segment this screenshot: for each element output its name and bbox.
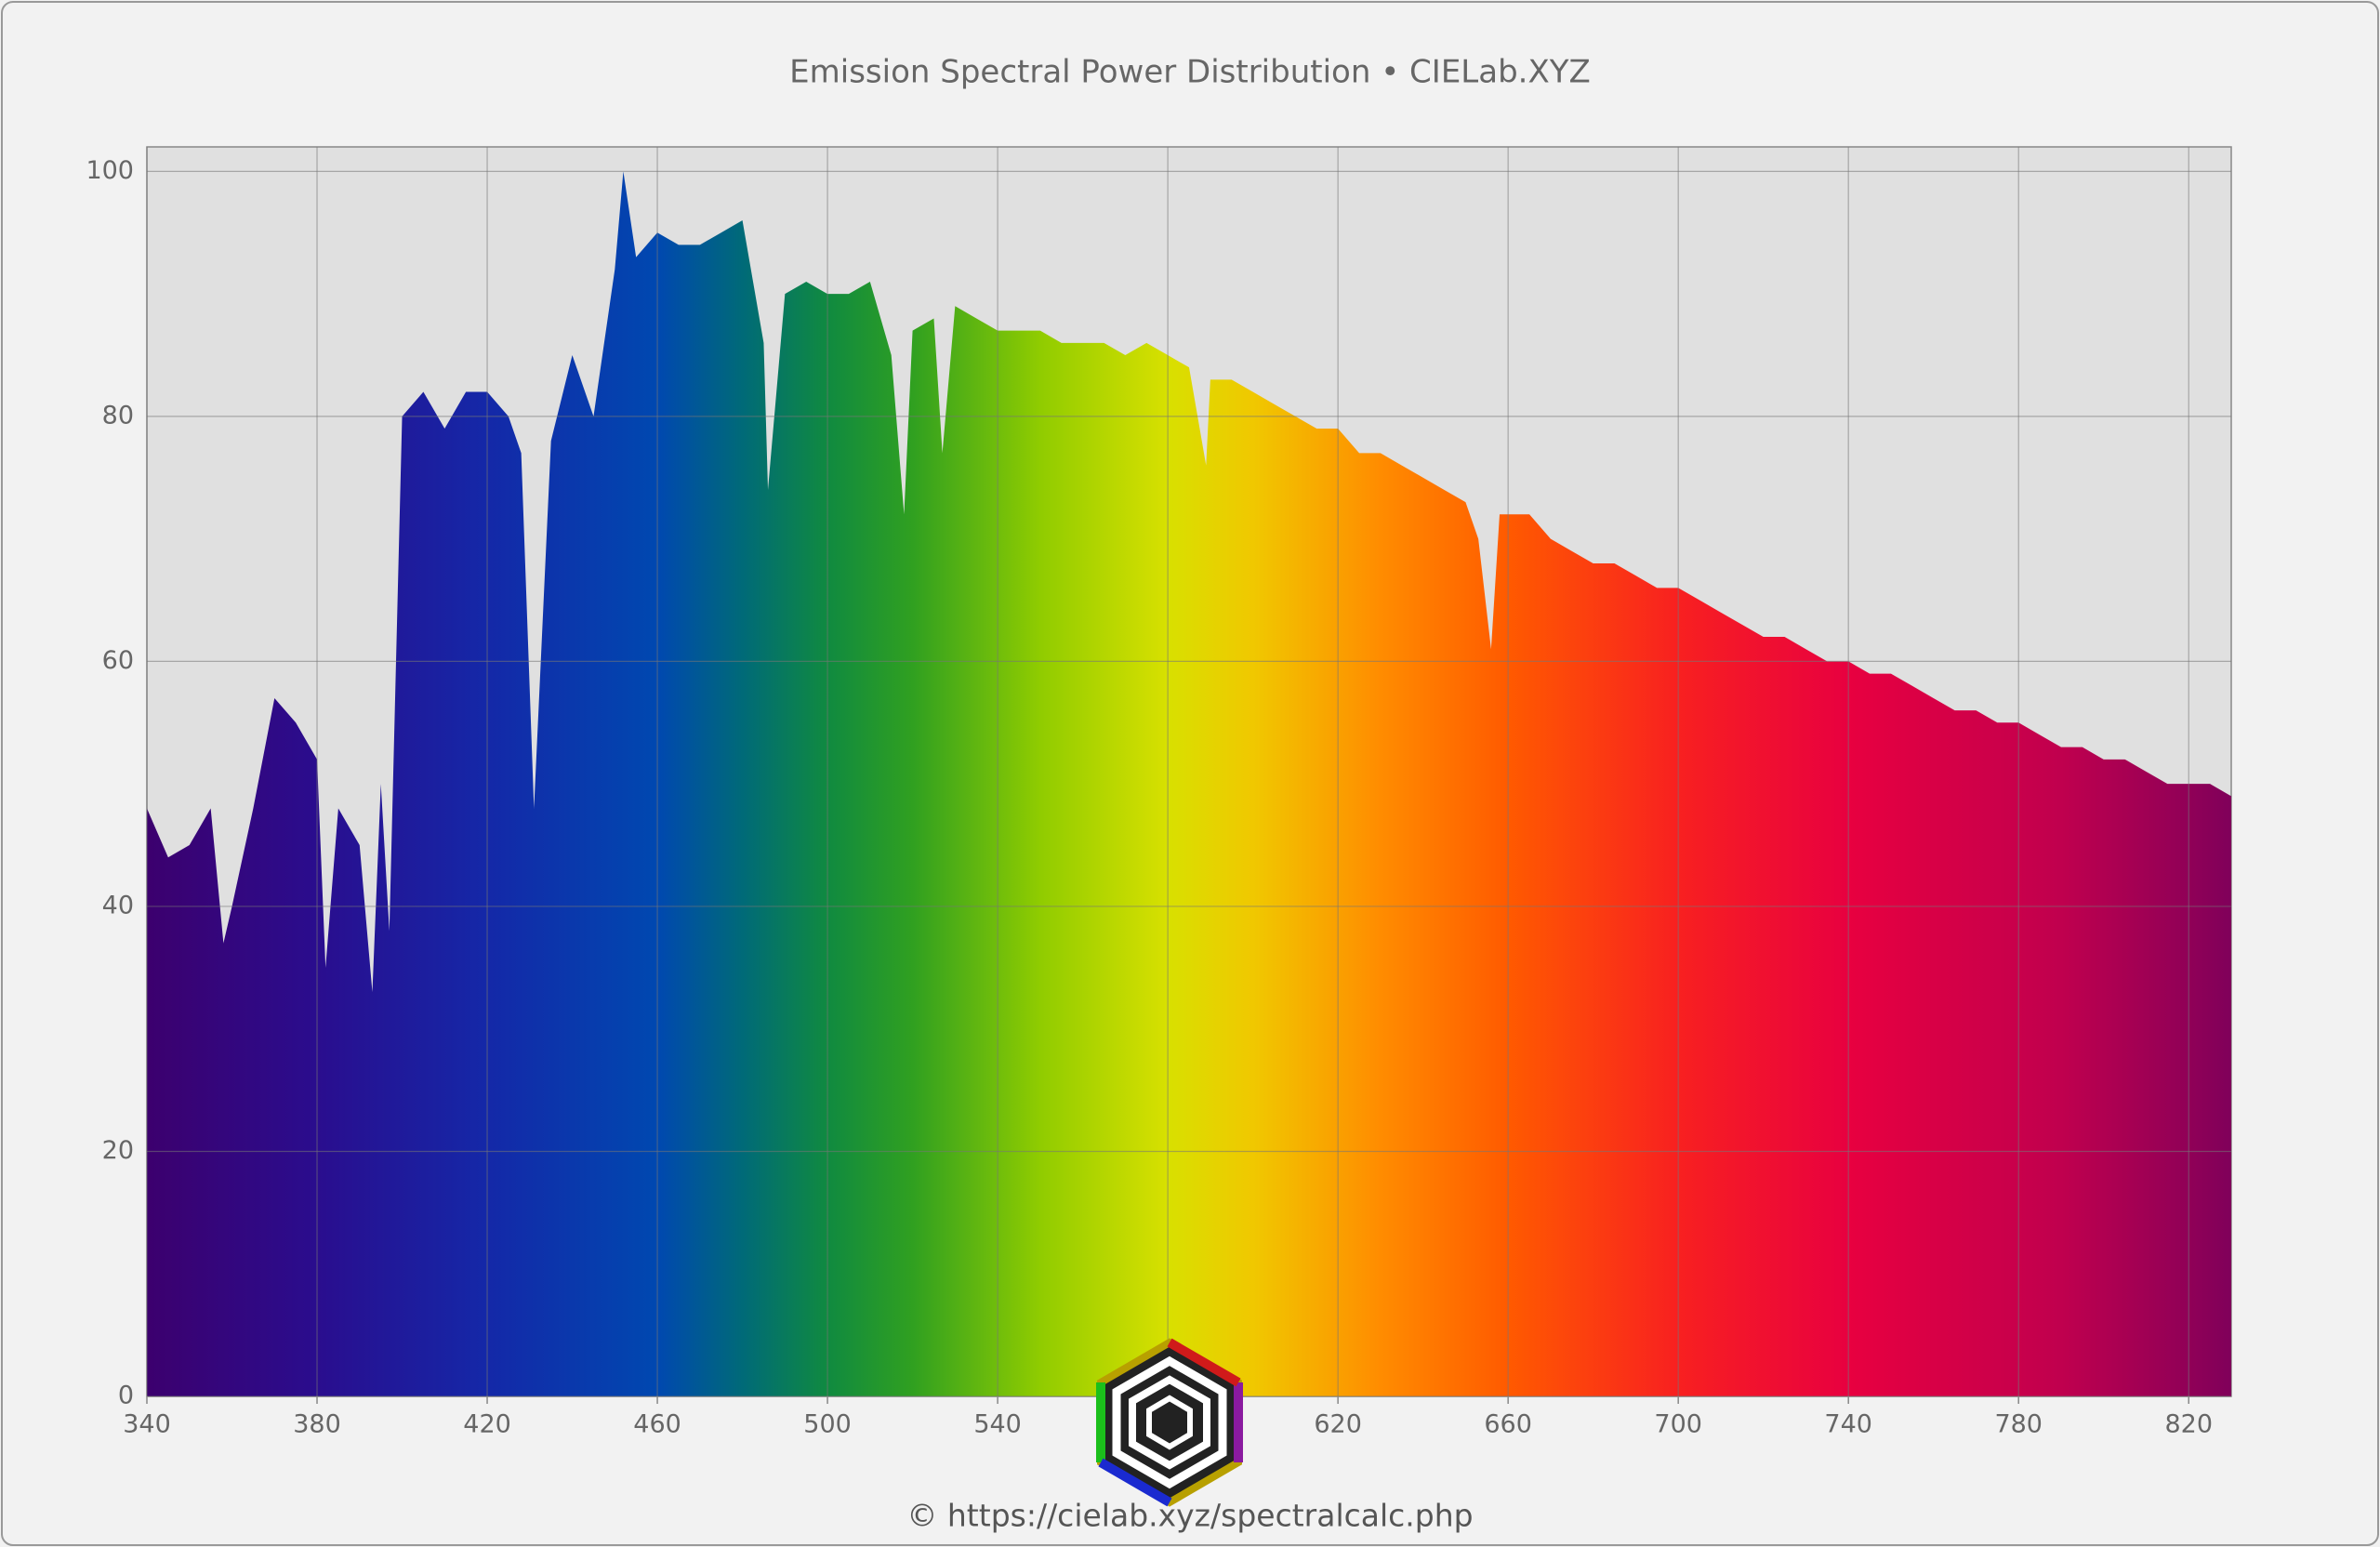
x-tick-label: 780 (1994, 1410, 2043, 1439)
x-tick-label: 620 (1314, 1410, 1362, 1439)
y-tick-label: 40 (102, 891, 134, 919)
x-tick-label: 740 (1824, 1410, 1872, 1439)
logo (1096, 1338, 1243, 1507)
y-tick-label: 80 (102, 401, 134, 430)
y-tick-label: 20 (102, 1136, 134, 1165)
x-tick-label: 420 (463, 1410, 511, 1439)
y-tick-label: 100 (86, 156, 134, 185)
x-tick-label: 700 (1654, 1410, 1702, 1439)
spectrum-area (147, 171, 2231, 1397)
y-tick-label: 60 (102, 646, 134, 675)
y-tick-label: 0 (118, 1382, 134, 1410)
x-tick-label: 340 (123, 1410, 171, 1439)
x-tick-label: 660 (1484, 1410, 1532, 1439)
x-tick-label: 820 (2164, 1410, 2213, 1439)
x-tick-label: 540 (973, 1410, 1022, 1439)
x-tick-label: 380 (293, 1410, 341, 1439)
x-tick-label: 500 (803, 1410, 852, 1439)
x-tick-label: 460 (633, 1410, 681, 1439)
chart-title: Emission Spectral Power Distribution • C… (789, 54, 1591, 91)
footer: © https://cielab.xyz/spectralcalc.php (906, 1498, 1473, 1534)
